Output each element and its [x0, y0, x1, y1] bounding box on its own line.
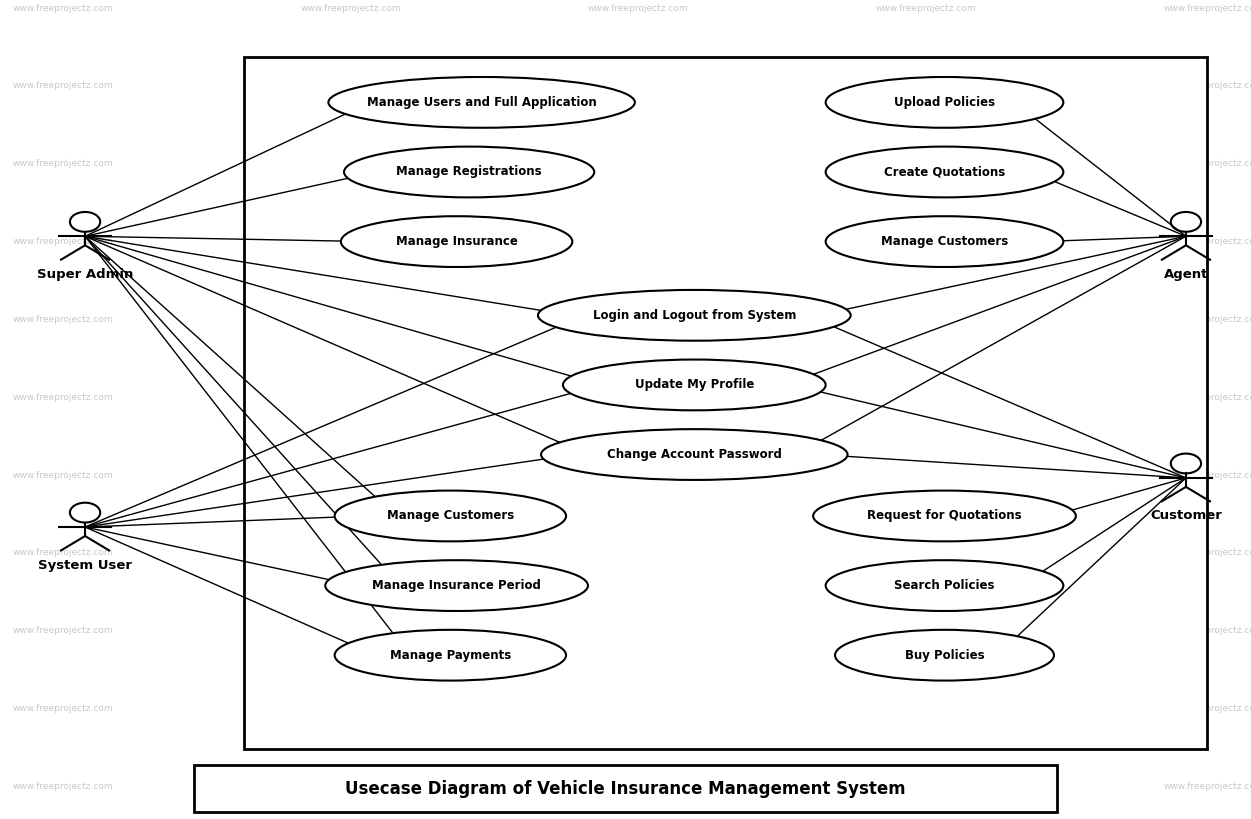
Text: www.freeprojectz.com: www.freeprojectz.com: [1163, 704, 1251, 713]
Ellipse shape: [826, 216, 1063, 267]
Text: Manage Customers: Manage Customers: [881, 235, 1008, 248]
Text: www.freeprojectz.com: www.freeprojectz.com: [588, 160, 688, 168]
Text: www.freeprojectz.com: www.freeprojectz.com: [300, 393, 400, 401]
Text: www.freeprojectz.com: www.freeprojectz.com: [13, 4, 113, 12]
Text: www.freeprojectz.com: www.freeprojectz.com: [588, 704, 688, 713]
Text: www.freeprojectz.com: www.freeprojectz.com: [13, 627, 113, 635]
Text: www.freeprojectz.com: www.freeprojectz.com: [13, 160, 113, 168]
Text: www.freeprojectz.com: www.freeprojectz.com: [1163, 82, 1251, 90]
Ellipse shape: [334, 630, 565, 681]
Text: www.freeprojectz.com: www.freeprojectz.com: [1163, 160, 1251, 168]
Text: Agent: Agent: [1163, 268, 1208, 281]
Text: www.freeprojectz.com: www.freeprojectz.com: [13, 315, 113, 324]
Ellipse shape: [340, 216, 572, 267]
Text: www.freeprojectz.com: www.freeprojectz.com: [876, 82, 976, 90]
Text: www.freeprojectz.com: www.freeprojectz.com: [1163, 393, 1251, 401]
Text: www.freeprojectz.com: www.freeprojectz.com: [13, 471, 113, 479]
Text: www.freeprojectz.com: www.freeprojectz.com: [876, 393, 976, 401]
Text: www.freeprojectz.com: www.freeprojectz.com: [876, 315, 976, 324]
Text: www.freeprojectz.com: www.freeprojectz.com: [1163, 4, 1251, 12]
Text: www.freeprojectz.com: www.freeprojectz.com: [876, 782, 976, 790]
Text: Usecase Diagram of Vehicle Insurance Management System: Usecase Diagram of Vehicle Insurance Man…: [345, 780, 906, 798]
Text: Update My Profile: Update My Profile: [634, 378, 754, 391]
Text: www.freeprojectz.com: www.freeprojectz.com: [588, 315, 688, 324]
Ellipse shape: [325, 560, 588, 611]
Ellipse shape: [826, 77, 1063, 128]
Text: Manage Registrations: Manage Registrations: [397, 165, 542, 179]
Text: www.freeprojectz.com: www.freeprojectz.com: [13, 704, 113, 713]
Text: www.freeprojectz.com: www.freeprojectz.com: [300, 315, 400, 324]
Text: www.freeprojectz.com: www.freeprojectz.com: [588, 238, 688, 246]
Text: www.freeprojectz.com: www.freeprojectz.com: [300, 549, 400, 557]
Text: www.freeprojectz.com: www.freeprojectz.com: [1163, 627, 1251, 635]
Text: www.freeprojectz.com: www.freeprojectz.com: [13, 393, 113, 401]
Ellipse shape: [538, 290, 851, 341]
Text: www.freeprojectz.com: www.freeprojectz.com: [300, 704, 400, 713]
Ellipse shape: [344, 147, 594, 197]
Text: Manage Customers: Manage Customers: [387, 509, 514, 523]
Text: Create Quotations: Create Quotations: [884, 165, 1005, 179]
Ellipse shape: [328, 77, 634, 128]
Text: www.freeprojectz.com: www.freeprojectz.com: [13, 238, 113, 246]
Text: www.freeprojectz.com: www.freeprojectz.com: [588, 549, 688, 557]
Text: www.freeprojectz.com: www.freeprojectz.com: [300, 82, 400, 90]
Ellipse shape: [826, 147, 1063, 197]
Ellipse shape: [836, 630, 1053, 681]
Ellipse shape: [334, 491, 565, 541]
Text: Change Account Password: Change Account Password: [607, 448, 782, 461]
Text: www.freeprojectz.com: www.freeprojectz.com: [876, 160, 976, 168]
Text: www.freeprojectz.com: www.freeprojectz.com: [300, 782, 400, 790]
FancyBboxPatch shape: [194, 765, 1057, 812]
Text: www.freeprojectz.com: www.freeprojectz.com: [588, 782, 688, 790]
Text: www.freeprojectz.com: www.freeprojectz.com: [300, 238, 400, 246]
Text: www.freeprojectz.com: www.freeprojectz.com: [13, 82, 113, 90]
Text: Buy Policies: Buy Policies: [904, 649, 985, 662]
Ellipse shape: [563, 360, 826, 410]
Text: Manage Users and Full Application: Manage Users and Full Application: [367, 96, 597, 109]
Text: www.freeprojectz.com: www.freeprojectz.com: [13, 549, 113, 557]
Text: www.freeprojectz.com: www.freeprojectz.com: [588, 82, 688, 90]
Text: www.freeprojectz.com: www.freeprojectz.com: [300, 627, 400, 635]
Text: www.freeprojectz.com: www.freeprojectz.com: [13, 782, 113, 790]
Text: www.freeprojectz.com: www.freeprojectz.com: [876, 4, 976, 12]
Text: Request for Quotations: Request for Quotations: [867, 509, 1022, 523]
Text: www.freeprojectz.com: www.freeprojectz.com: [1163, 549, 1251, 557]
Ellipse shape: [813, 491, 1076, 541]
Text: Manage Insurance Period: Manage Insurance Period: [373, 579, 540, 592]
Text: www.freeprojectz.com: www.freeprojectz.com: [1163, 238, 1251, 246]
Text: www.freeprojectz.com: www.freeprojectz.com: [588, 471, 688, 479]
Text: www.freeprojectz.com: www.freeprojectz.com: [876, 471, 976, 479]
Text: Super Admin: Super Admin: [36, 268, 134, 281]
Text: Upload Policies: Upload Policies: [894, 96, 995, 109]
Text: www.freeprojectz.com: www.freeprojectz.com: [876, 627, 976, 635]
Text: www.freeprojectz.com: www.freeprojectz.com: [876, 704, 976, 713]
Text: www.freeprojectz.com: www.freeprojectz.com: [1163, 315, 1251, 324]
Text: www.freeprojectz.com: www.freeprojectz.com: [876, 549, 976, 557]
Text: www.freeprojectz.com: www.freeprojectz.com: [588, 627, 688, 635]
Text: Manage Insurance: Manage Insurance: [395, 235, 518, 248]
Ellipse shape: [826, 560, 1063, 611]
Ellipse shape: [542, 429, 848, 480]
Text: www.freeprojectz.com: www.freeprojectz.com: [588, 4, 688, 12]
Text: www.freeprojectz.com: www.freeprojectz.com: [1163, 782, 1251, 790]
Text: Search Policies: Search Policies: [894, 579, 995, 592]
Text: www.freeprojectz.com: www.freeprojectz.com: [300, 4, 400, 12]
Text: www.freeprojectz.com: www.freeprojectz.com: [300, 471, 400, 479]
Text: Login and Logout from System: Login and Logout from System: [593, 309, 796, 322]
FancyBboxPatch shape: [244, 57, 1207, 749]
Text: System User: System User: [38, 559, 133, 572]
Text: www.freeprojectz.com: www.freeprojectz.com: [1163, 471, 1251, 479]
Text: Manage Payments: Manage Payments: [390, 649, 510, 662]
Text: Customer: Customer: [1150, 509, 1222, 523]
Text: www.freeprojectz.com: www.freeprojectz.com: [876, 238, 976, 246]
Text: www.freeprojectz.com: www.freeprojectz.com: [588, 393, 688, 401]
Text: www.freeprojectz.com: www.freeprojectz.com: [300, 160, 400, 168]
